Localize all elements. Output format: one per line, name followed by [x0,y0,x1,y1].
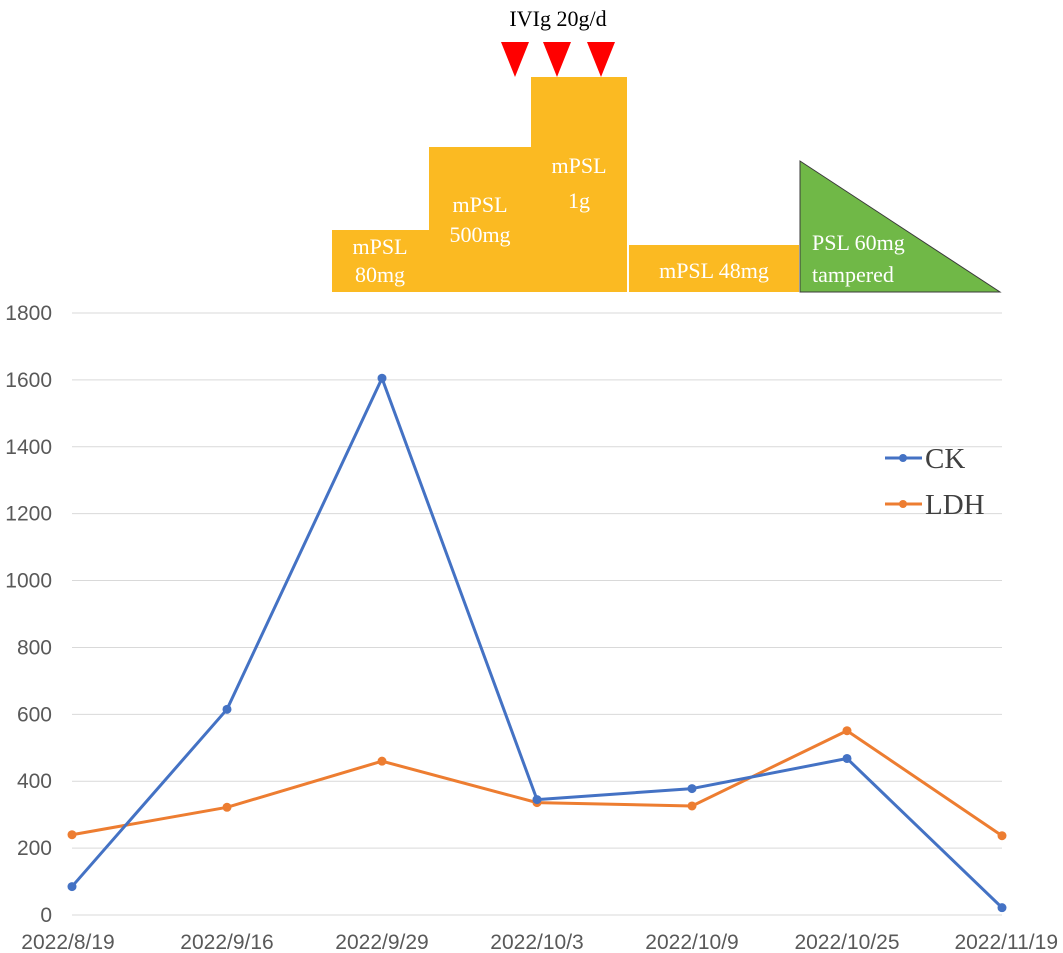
y-tick-label: 1600 [5,369,52,392]
legend-ldh-label: LDH [925,489,985,521]
legend-ck-label: CK [925,443,965,475]
gridlines [72,312,1002,916]
x-tick-label: 2022/9/29 [335,931,428,953]
legend: CK LDH [885,443,985,521]
y-tick-label: 1200 [5,503,52,526]
y-tick-label: 400 [17,770,52,793]
x-tick-label: 2022/9/16 [180,931,273,953]
data-point-ldh [67,830,77,840]
mpsl-48mg-box [629,245,799,292]
x-tick-label: 2022/8/19 [21,931,114,953]
x-tick-label: 2022/10/3 [490,931,583,953]
y-axis-ticks: 0 200 400 600 800 1000 1200 1400 1600 1800 [5,302,52,927]
data-point-ldh [687,801,697,811]
y-tick-label: 1400 [5,436,52,459]
y-tick-label: 1000 [5,570,52,593]
x-axis-ticks: 2022/8/19 2022/9/16 2022/9/29 2022/10/3 2022… [21,931,1058,953]
y-tick-label: 1800 [5,302,52,325]
ivig-dose-marker [501,42,529,77]
ivig-dose-marker [587,42,615,77]
series-line-ldh [71,729,1003,837]
box-label: 500mg [449,222,510,247]
mpsl-500mg-box [429,147,531,292]
series [67,373,1007,913]
taper-label: PSL 60mg [812,230,905,255]
data-point-ck [997,903,1007,913]
legend-ck-marker [899,454,907,462]
treatment-timeline: IVIg 20g/d mPSL 80mg mPSL 500mg mPSL 1g … [332,6,1002,293]
data-point-ldh [377,756,387,766]
taper-label: tampered [812,262,894,287]
data-point-ck [842,753,852,763]
data-point-ck [687,784,697,794]
data-point-ck [67,882,77,892]
box-label: mPSL [352,234,407,259]
series-line-ck [70,376,1004,909]
box-label: mPSL [452,192,507,217]
box-label: mPSL 48mg [659,258,769,283]
box-label: mPSL [551,153,606,178]
data-point-ck [532,795,542,805]
y-tick-label: 800 [17,636,52,659]
x-tick-label: 2022/10/9 [645,931,738,953]
ivig-dose-marker [543,42,571,77]
box-label: 1g [568,188,590,213]
data-point-ck [222,704,232,714]
y-tick-label: 0 [40,904,52,927]
legend-ldh-marker [899,500,907,508]
mpsl-80mg-box [332,230,429,292]
data-point-ck [377,373,387,383]
data-point-ldh [997,831,1007,841]
psl-taper-triangle [799,160,1002,293]
data-point-ldh [842,726,852,736]
x-tick-label: 2022/10/25 [794,931,899,953]
box-label: 80mg [355,262,405,287]
data-point-ldh [222,802,232,812]
y-tick-label: 600 [17,703,52,726]
y-tick-label: 200 [17,837,52,860]
ivig-label: IVIg 20g/d [509,6,606,31]
x-tick-label: 2022/11/19 [954,931,1058,953]
mpsl-1g-box [531,77,627,292]
